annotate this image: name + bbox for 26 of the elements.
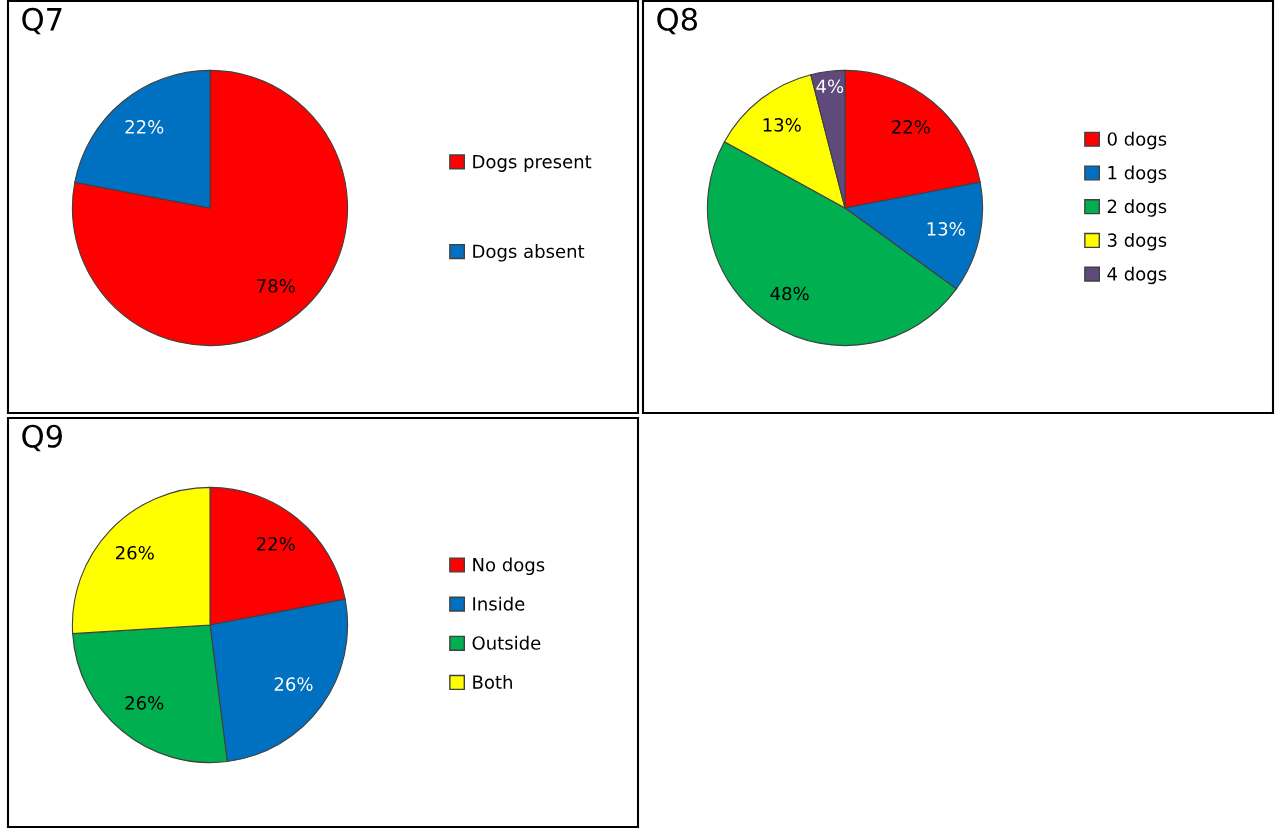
legend-label: 3 dogs <box>1107 232 1167 251</box>
data-label: 22% <box>257 537 295 551</box>
legend-label: Dogs present <box>473 154 592 172</box>
data-label: 13% <box>763 118 801 132</box>
data-label: 4% <box>816 79 844 94</box>
legend-label: No dogs <box>473 557 545 576</box>
data-label: 22% <box>125 120 164 134</box>
data-label: 48% <box>770 286 809 301</box>
data-label: 26% <box>116 545 154 560</box>
data-label: 26% <box>125 696 164 710</box>
pie-slice <box>71 69 349 347</box>
chart-title: Q7 <box>22 7 62 35</box>
data-label: 13% <box>927 222 965 236</box>
legend-label: Outside <box>472 635 541 650</box>
legend-label: 0 dogs <box>1107 131 1167 150</box>
legend-label: 1 dogs <box>1108 165 1167 184</box>
legend-label: Inside <box>473 596 525 611</box>
chart-title: Q8 <box>657 7 697 35</box>
legend-label: 4 dogs <box>1107 266 1167 285</box>
legend-label: Dogs absent <box>473 244 585 262</box>
data-label: 78% <box>257 279 295 293</box>
data-label: 22% <box>892 120 930 134</box>
chart-title: Q9 <box>22 424 62 452</box>
legend-label: Both <box>473 674 512 689</box>
legend-label: 2 dogs <box>1107 199 1167 217</box>
data-label: 26% <box>274 677 313 691</box>
